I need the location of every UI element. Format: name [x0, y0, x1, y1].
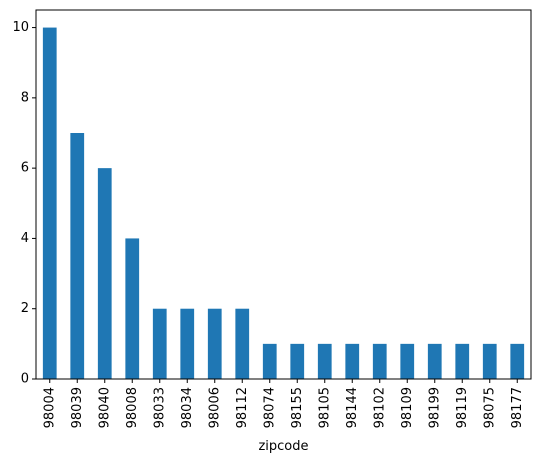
- bar-98119: [455, 344, 469, 379]
- y-tick-label: 0: [21, 372, 29, 387]
- bar-98144: [345, 344, 359, 379]
- x-tick-label: 98102: [372, 387, 387, 428]
- x-tick-label: 98075: [482, 387, 497, 428]
- y-tick-label: 2: [21, 301, 29, 316]
- x-tick-label: 98039: [70, 387, 85, 428]
- bar-98109: [400, 344, 414, 379]
- y-tick-label: 6: [21, 161, 29, 176]
- x-tick-label: 98112: [235, 387, 250, 428]
- x-tick-label: 98074: [262, 387, 277, 428]
- x-tick-label: 98144: [345, 387, 360, 428]
- x-tick-label: 98105: [317, 387, 332, 428]
- x-axis-label: zipcode: [258, 439, 308, 454]
- bar-98039: [70, 133, 84, 379]
- y-axis: 0 2 4 6 8 10: [12, 20, 36, 386]
- x-tick-label: 98155: [290, 387, 305, 428]
- bar-98199: [428, 344, 442, 379]
- bar-98074: [263, 344, 277, 379]
- x-tick-label: 98006: [207, 387, 222, 428]
- bar-98112: [235, 309, 249, 379]
- bar-98105: [318, 344, 332, 379]
- bar-98006: [208, 309, 222, 379]
- bar-98040: [98, 168, 112, 379]
- x-tick-label: 98199: [427, 387, 442, 428]
- y-tick-label: 4: [21, 231, 29, 246]
- bar-98102: [373, 344, 387, 379]
- x-tick-label: 98177: [510, 387, 525, 428]
- x-tick-label: 98004: [42, 387, 57, 428]
- bar-98034: [180, 309, 194, 379]
- bar-98004: [43, 28, 57, 379]
- y-tick-label: 10: [12, 20, 29, 35]
- bar-98033: [153, 309, 167, 379]
- bar-98075: [483, 344, 497, 379]
- x-tick-label: 98109: [400, 387, 415, 428]
- y-tick-label: 8: [21, 90, 29, 105]
- bar-98155: [290, 344, 304, 379]
- x-tick-label: 98034: [180, 387, 195, 428]
- x-tick-label: 98040: [97, 387, 112, 428]
- bar-98008: [125, 238, 139, 379]
- bars-group: [43, 28, 524, 379]
- x-axis: 98004 98039 98040 98008 98033 98034 98006 98112…: [42, 379, 525, 428]
- x-tick-label: 98119: [455, 387, 470, 428]
- bar-98177: [510, 344, 524, 379]
- x-tick-label: 98008: [125, 387, 140, 428]
- x-tick-label: 98033: [152, 387, 167, 428]
